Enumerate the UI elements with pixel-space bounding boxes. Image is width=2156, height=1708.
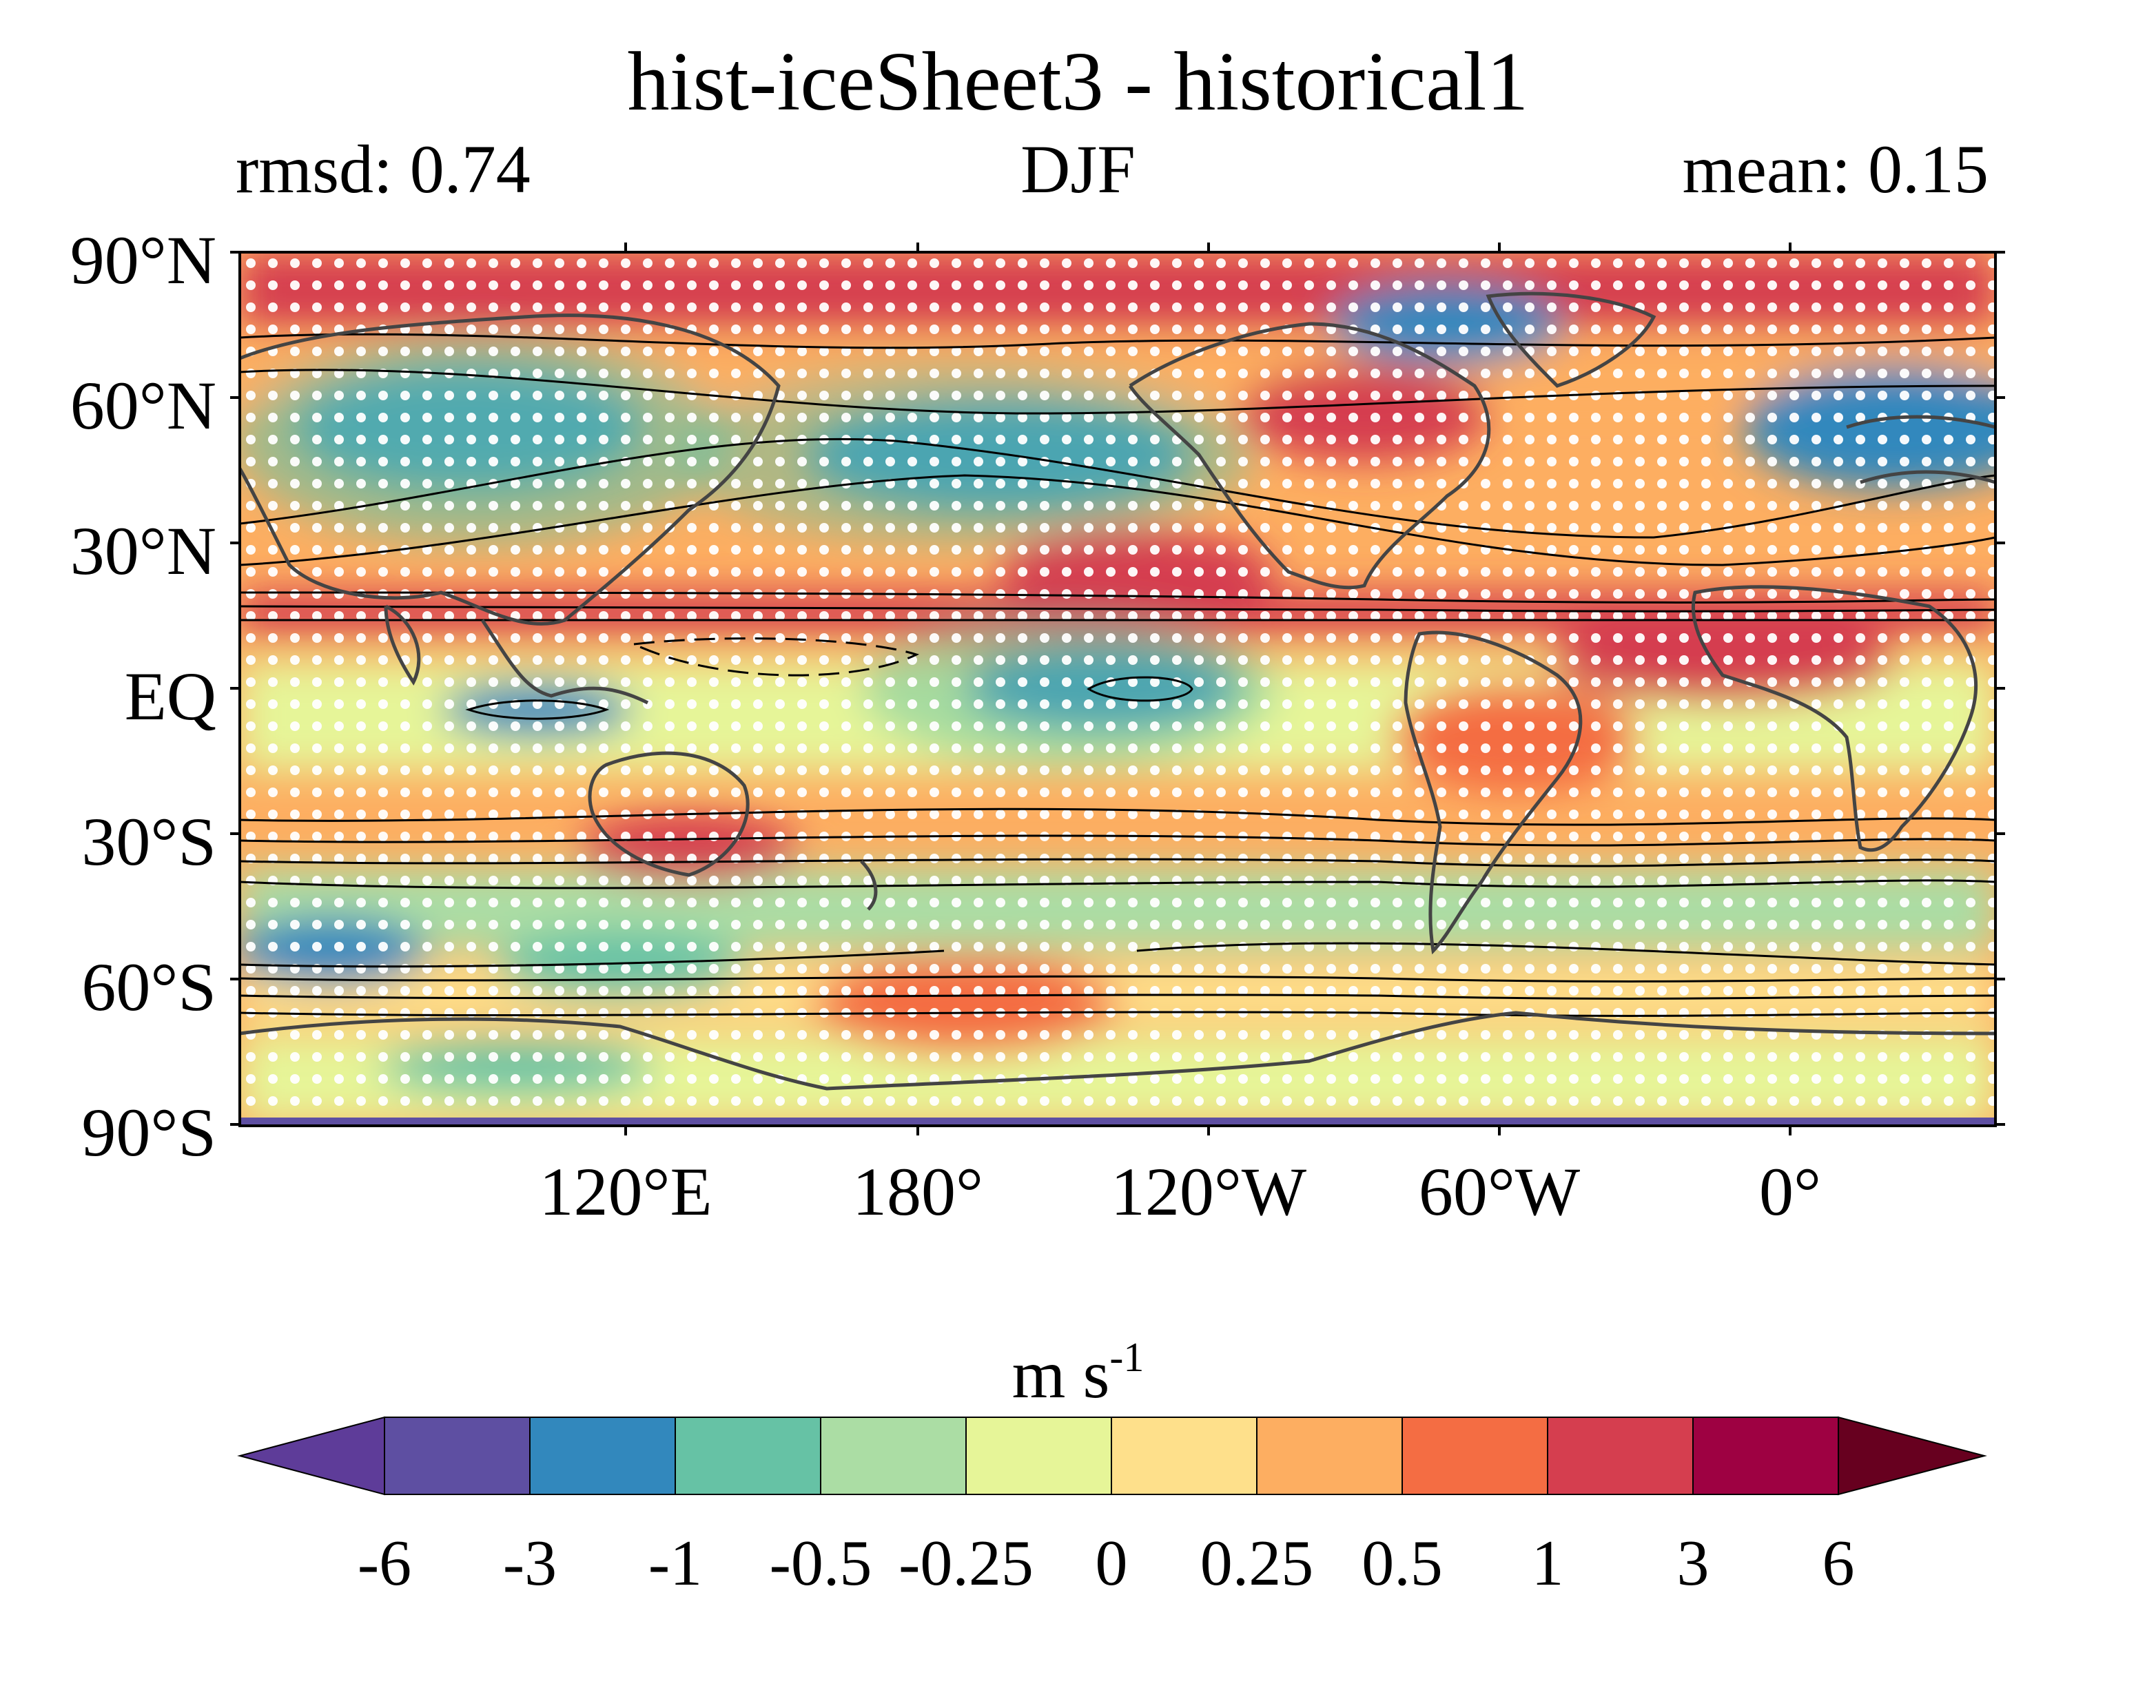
units-base: m s (1012, 1336, 1110, 1412)
units-exponent: -1 (1109, 1335, 1144, 1380)
contour-sh-2 (240, 834, 1995, 847)
cbar-label-7: 0.5 (1362, 1527, 1443, 1599)
lat-label-60n: 60°N (70, 367, 216, 444)
contour-lines (240, 333, 1995, 1017)
lon-label-120e: 120°E (539, 1153, 712, 1230)
cbar-label-2: -1 (648, 1527, 703, 1599)
cbar-label-0: -6 (357, 1527, 412, 1599)
colorbar-swatch-8 (1402, 1417, 1548, 1495)
coast-greenland (1486, 291, 1656, 388)
lon-label-60w: 60°W (1418, 1153, 1581, 1230)
season-label: DJF (1020, 131, 1136, 207)
lon-label-180: 180° (852, 1153, 983, 1230)
contour-negative (630, 637, 920, 677)
axis-ticks (230, 243, 2005, 1135)
map-title: hist-iceSheet3 - historical1 (627, 35, 1529, 128)
lon-label-120w: 120°W (1110, 1153, 1307, 1230)
cbar-label-6: 0.25 (1200, 1527, 1314, 1599)
contour-jet-1 (240, 591, 1995, 604)
coast-south-america (1404, 630, 1583, 955)
coastlines (240, 291, 1995, 1091)
coast-antarctica (240, 1011, 1995, 1091)
contour-sh-1 (240, 807, 1995, 826)
lon-label-0: 0° (1759, 1153, 1821, 1230)
colorbar-swatch-3 (675, 1417, 821, 1495)
cbar-label-4: -0.25 (899, 1527, 1034, 1599)
coast-india (384, 604, 421, 686)
contour-sh-7 (240, 994, 1995, 1000)
cbar-label-10: 6 (1822, 1527, 1855, 1599)
contour-indo-loop (465, 699, 610, 720)
contour-eq-loop (1087, 676, 1193, 702)
lat-label-90s: 90°S (81, 1094, 216, 1171)
colorbar-extend-high (1838, 1416, 1987, 1496)
contour-jet-2 (240, 605, 1995, 613)
contour-sh-8 (240, 1011, 1995, 1017)
colorbar-swatch-6 (1111, 1417, 1257, 1495)
colorbar-extend-low (237, 1416, 385, 1496)
contour-nh-4 (240, 474, 1995, 566)
contour-sh-6 (240, 975, 1995, 982)
contour-sh-5 (240, 942, 1995, 968)
cbar-label-9: 3 (1676, 1527, 1710, 1599)
colorbar-swatch-9 (1547, 1417, 1694, 1495)
colorbar-swatch-1 (384, 1417, 531, 1495)
contour-sh-4 (240, 879, 1995, 889)
coast-europe (1846, 415, 1995, 484)
colorbar-swatch-2 (529, 1417, 676, 1495)
lat-label-30s: 30°S (81, 803, 216, 880)
colorbar-swatch-7 (1256, 1417, 1403, 1495)
mean-label: mean: 0.15 (1682, 131, 1989, 207)
lat-label-30n: 30°N (70, 513, 216, 589)
contour-nh-2 (240, 369, 1995, 415)
coast-nz (860, 860, 878, 911)
colorbar-units: m s-1 (0, 1337, 2156, 1409)
lat-label-90n: 90°N (70, 222, 216, 298)
rmsd-label: rmsd: 0.74 (236, 131, 531, 207)
colorbar (237, 1416, 1987, 1496)
bottom-strip (240, 1118, 1995, 1126)
coast-australia (588, 751, 750, 877)
coast-eurasia (240, 313, 781, 626)
cbar-label-1: -3 (502, 1527, 557, 1599)
cbar-label-8: 1 (1531, 1527, 1564, 1599)
contour-nh-3 (240, 438, 1995, 539)
coast-seasia (480, 619, 649, 705)
contour-neg-1 (630, 637, 920, 677)
colorbar-swatch-10 (1692, 1417, 1839, 1495)
cbar-label-5: 0 (1095, 1527, 1128, 1599)
lat-label-eq: EQ (124, 658, 216, 734)
cbar-label-3: -0.5 (769, 1527, 872, 1599)
lat-label-60s: 60°S (81, 949, 216, 1025)
contour-nh-1 (240, 333, 1995, 349)
coast-north-america (1128, 322, 1491, 590)
colorbar-swatch-4 (820, 1417, 967, 1495)
contour-sh-3 (240, 858, 1995, 867)
colorbar-swatch-5 (965, 1417, 1112, 1495)
coast-africa (1691, 585, 1978, 852)
